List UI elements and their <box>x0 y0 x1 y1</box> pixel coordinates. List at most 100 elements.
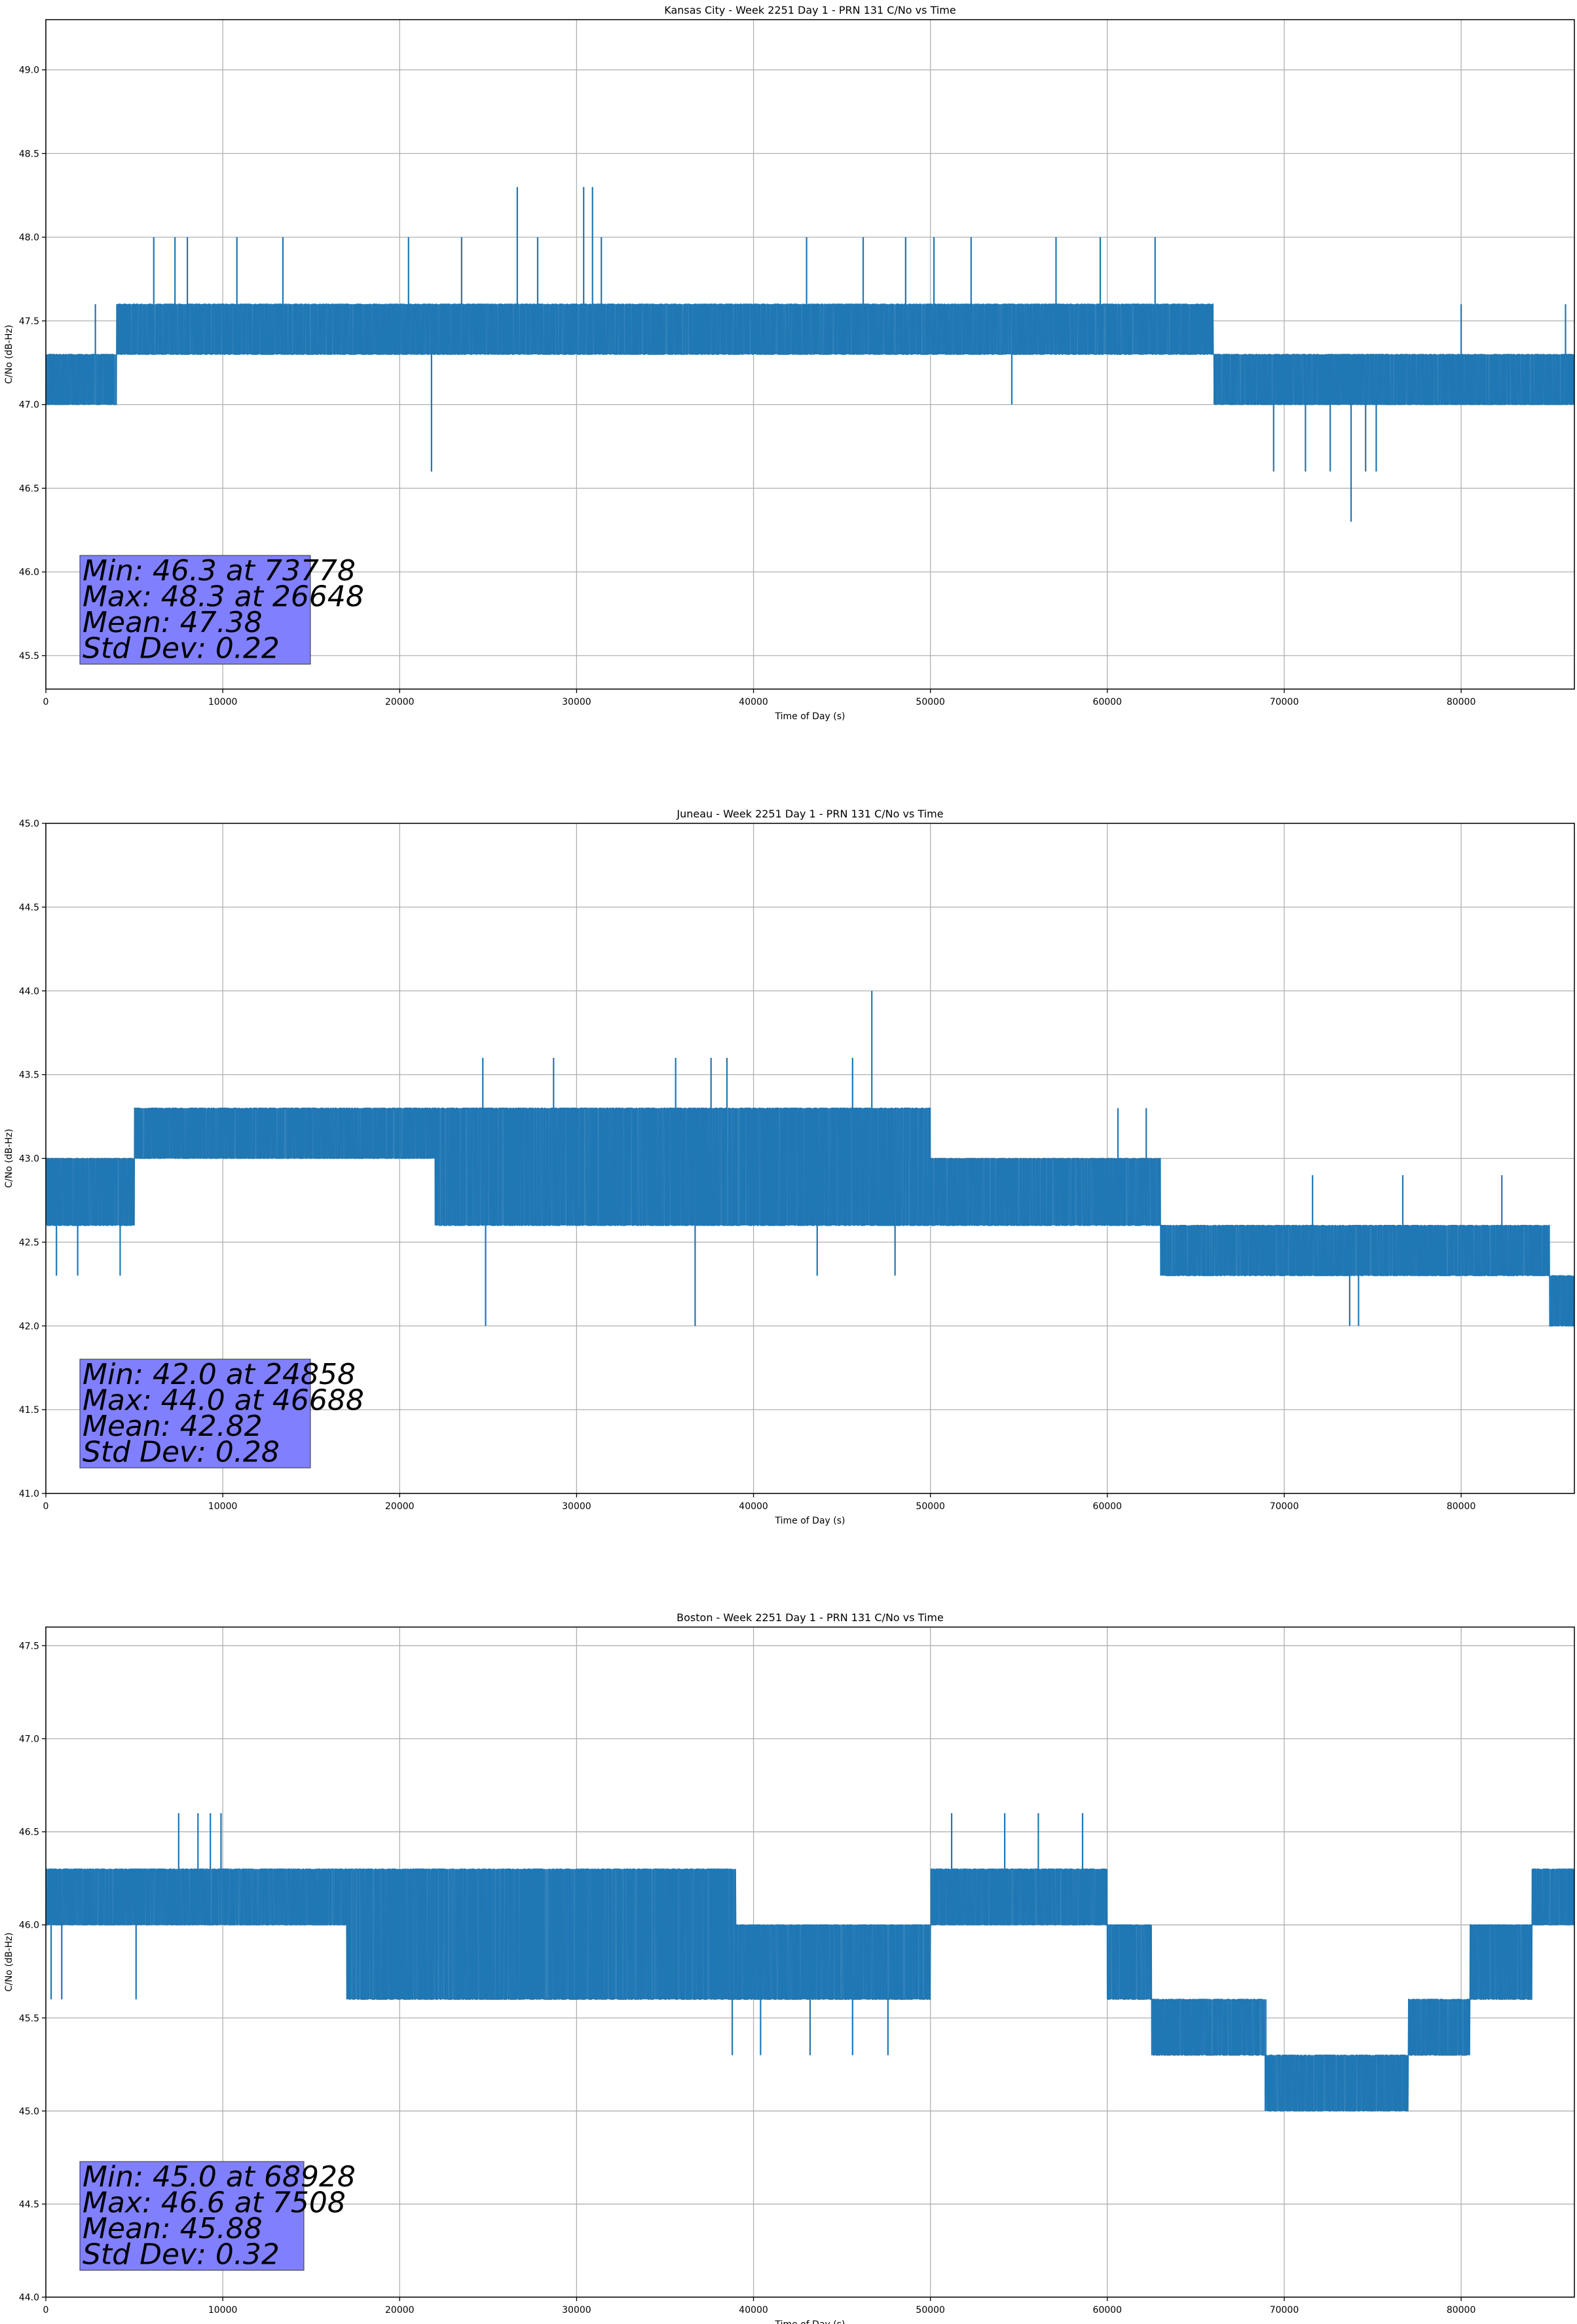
stats-line: Mean: 47.38 <box>83 606 263 639</box>
y-tick-label: 41.0 <box>19 1489 39 1499</box>
x-tick-label: 0 <box>43 2305 49 2315</box>
x-tick-label: 50000 <box>916 2305 945 2315</box>
stats-line: Min: 46.3 at 73778 <box>83 554 356 588</box>
stats-line: Std Dev: 0.32 <box>83 2238 280 2272</box>
x-tick-label: 30000 <box>562 1501 591 1512</box>
y-tick-label: 41.5 <box>19 1405 39 1415</box>
stats-line: Max: 48.3 at 26648 <box>83 580 364 614</box>
series-band-core <box>134 1108 436 1159</box>
chart-juneau: 0 10000 20000 30000 40000 50000 60000 70000 8000… <box>4 808 1575 1526</box>
x-tick-label: 50000 <box>916 697 945 707</box>
chart-kansas-city: 0 10000 20000 30000 40000 50000 60000 70000 8000… <box>4 4 1575 722</box>
stats-line: Min: 45.0 at 68928 <box>83 2160 356 2194</box>
x-tick-label: 50000 <box>916 1501 945 1512</box>
y-tick-label: 42.5 <box>19 1237 39 1248</box>
x-tick-label: 60000 <box>1093 1501 1122 1512</box>
x-tick-label: 0 <box>43 1501 49 1512</box>
series-band-core <box>1532 1869 1574 1925</box>
stats-line: Mean: 45.88 <box>83 2212 263 2245</box>
series-band-core <box>1408 1999 1470 2055</box>
series-band-core <box>1213 354 1574 405</box>
x-tick-label: 40000 <box>739 2305 768 2315</box>
x-tick-label: 20000 <box>385 2305 415 2315</box>
y-tick-label: 45.0 <box>19 819 39 829</box>
y-tick-label: 49.0 <box>19 66 39 76</box>
x-tick-label: 80000 <box>1447 697 1476 707</box>
stats-box-background <box>79 555 311 665</box>
y-tick-label: 45.5 <box>19 651 39 662</box>
y-axis-label: C/No (dB-Hz) <box>4 325 14 384</box>
series-band-core <box>1549 1275 1574 1326</box>
stats-line: Std Dev: 0.28 <box>83 1436 280 1469</box>
x-axis-label: Time of Day (s) <box>775 1516 845 1526</box>
stats-box-background <box>79 1359 311 1469</box>
plot-frame <box>45 1626 1575 2298</box>
chart-boston: 0 10000 20000 30000 40000 50000 60000 70000 8000… <box>4 1611 1575 2324</box>
x-tick-label: 40000 <box>739 1501 768 1512</box>
x-tick-label: 30000 <box>562 697 591 707</box>
y-tick-label: 42.0 <box>19 1321 39 1332</box>
x-tick-label: 20000 <box>385 697 415 707</box>
y-tick-label: 44.5 <box>19 903 39 913</box>
series-line <box>46 990 1574 1327</box>
series-line <box>46 187 1574 522</box>
x-tick-label: 70000 <box>1270 2305 1299 2315</box>
y-tick-label: 48.5 <box>19 149 39 159</box>
y-tick-label: 48.0 <box>19 233 39 243</box>
x-tick-label: 80000 <box>1447 2305 1476 2315</box>
x-tick-label: 80000 <box>1447 1501 1476 1512</box>
stats-box-background <box>79 2161 305 2271</box>
y-tick-label: 43.0 <box>19 1154 39 1165</box>
series-band-core <box>46 1158 135 1226</box>
y-tick-label: 45.5 <box>19 2014 39 2024</box>
x-tick-label: 10000 <box>208 1501 238 1512</box>
y-tick-label: 47.5 <box>19 316 39 327</box>
chart-title: Juneau - Week 2251 Day 1 - PRN 131 C/No … <box>676 808 943 820</box>
stats-line: Max: 46.6 at 7508 <box>83 2186 346 2220</box>
y-tick-label: 44.5 <box>19 2200 39 2210</box>
stats-line: Min: 42.0 at 24858 <box>83 1358 356 1391</box>
stats-line: Max: 44.0 at 46688 <box>83 1384 364 1417</box>
x-axis-label: Time of Day (s) <box>775 711 845 722</box>
y-tick-label: 46.0 <box>19 1921 39 1931</box>
series-band-core <box>1470 1924 1532 2000</box>
series-band-core <box>930 1158 1160 1226</box>
y-tick-label: 47.5 <box>19 1641 39 1651</box>
x-tick-label: 40000 <box>739 697 768 707</box>
y-tick-label: 46.0 <box>19 567 39 578</box>
series-band-core <box>1107 1924 1152 2000</box>
x-tick-label: 20000 <box>385 1501 415 1512</box>
y-tick-label: 44.0 <box>19 2293 39 2303</box>
x-tick-label: 70000 <box>1270 697 1299 707</box>
y-tick-label: 46.5 <box>19 1827 39 1838</box>
stats-line: Std Dev: 0.22 <box>83 632 280 665</box>
x-tick-label: 60000 <box>1093 2305 1122 2315</box>
x-tick-label: 60000 <box>1093 697 1122 707</box>
series-band-core <box>46 1869 347 1925</box>
series-band-core <box>117 304 1214 354</box>
y-axis-label: C/No (dB-Hz) <box>4 1129 14 1188</box>
y-tick-label: 44.0 <box>19 986 39 997</box>
chart-title: Kansas City - Week 2251 Day 1 - PRN 131 … <box>664 4 955 16</box>
series-line <box>46 1813 1574 2112</box>
series-band-core <box>46 354 117 405</box>
series-band-core <box>1266 2055 1409 2111</box>
y-tick-label: 46.5 <box>19 483 39 494</box>
series-band-core <box>930 1869 1107 1925</box>
y-tick-label: 47.0 <box>19 400 39 411</box>
y-tick-label: 43.5 <box>19 1070 39 1081</box>
x-tick-label: 10000 <box>208 697 238 707</box>
plot-frame <box>45 19 1575 690</box>
x-tick-label: 70000 <box>1270 1501 1299 1512</box>
x-tick-label: 30000 <box>562 2305 591 2315</box>
x-axis-label: Time of Day (s) <box>775 2319 845 2324</box>
x-tick-label: 10000 <box>208 2305 238 2315</box>
series-band-core <box>435 1108 931 1226</box>
y-tick-label: 45.0 <box>19 2107 39 2117</box>
stats-line: Mean: 42.82 <box>83 1410 263 1443</box>
x-tick-label: 0 <box>43 697 49 707</box>
